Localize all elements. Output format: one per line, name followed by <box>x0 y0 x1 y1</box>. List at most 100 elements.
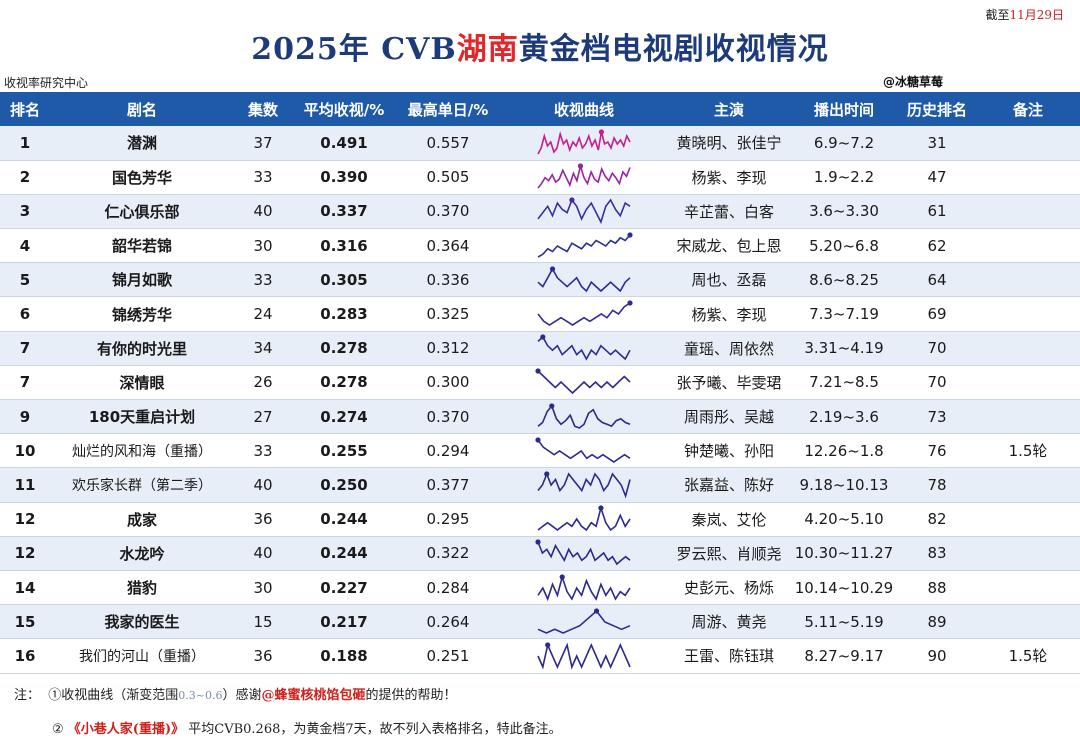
cell-history-rank: 82 <box>898 502 976 537</box>
cell-note <box>976 262 1080 298</box>
col-header-note: 备注 <box>976 92 1080 126</box>
cell-episodes: 15 <box>234 604 292 640</box>
cell-name: 潜渊 <box>50 126 234 161</box>
cell-curve <box>500 194 668 230</box>
cell-avg-rating: 0.278 <box>292 331 396 366</box>
cell-history-rank: 31 <box>898 126 976 161</box>
cell-cast: 王雷、陈钰琪 <box>668 638 790 674</box>
title-pre: 2025年 CVB <box>251 32 457 67</box>
sparkline-line <box>537 335 631 361</box>
cell-note <box>976 467 1080 503</box>
rating-sparkline <box>537 471 631 499</box>
cell-peak-rating: 0.251 <box>396 638 500 674</box>
sparkline-line <box>537 198 631 225</box>
rating-sparkline <box>537 334 631 361</box>
cell-history-rank: 69 <box>898 296 976 332</box>
col-header-history-rank: 历史排名 <box>898 92 976 126</box>
sparkline-line <box>537 573 631 601</box>
cell-rank: 7 <box>0 365 50 401</box>
cell-curve <box>500 262 668 298</box>
cell-avg-rating: 0.188 <box>292 638 396 674</box>
table-row: 7 有你的时光里 34 0.278 0.312 童瑶、周依然 3.31~4.19 70 <box>0 331 1080 366</box>
cell-cast: 周游、黄尧 <box>668 604 790 640</box>
cell-rank: 4 <box>0 228 50 264</box>
footnote-1-credit: @蜂蜜核桃馅包砸 <box>261 688 366 703</box>
sparkline-line <box>537 642 631 670</box>
footnote-2-title: 《小巷人家(重播)》 <box>67 722 185 737</box>
cell-peak-rating: 0.300 <box>396 365 500 401</box>
cell-curve <box>500 296 668 332</box>
sparkline-line <box>537 439 631 463</box>
sparkline-peak-point <box>577 163 584 169</box>
table-row: 12 水龙吟 40 0.244 0.322 罗云熙、肖顺尧 10.30~11.27 83 <box>0 536 1080 571</box>
cell-name: 韶华若锦 <box>50 228 234 264</box>
cell-peak-rating: 0.264 <box>396 604 500 640</box>
title-post: 黄金档电视剧收视情况 <box>518 32 829 67</box>
cell-curve <box>500 365 668 401</box>
footnote-1: 注： ①收视曲线（渐变范围0.3~0.6）感谢@蜂蜜核桃馅包砸的提供的帮助！ <box>14 684 457 703</box>
cell-avg-rating: 0.217 <box>292 604 396 640</box>
cell-rank: 2 <box>0 160 50 195</box>
cell-name: 锦绣芳华 <box>50 296 234 332</box>
cell-avg-rating: 0.244 <box>292 536 396 571</box>
footnote-2-b: 平均CVB0.268，为黄金档7天 <box>188 722 367 737</box>
rating-sparkline <box>535 437 631 463</box>
col-header-cast: 主演 <box>668 92 790 126</box>
cell-rank: 5 <box>0 262 50 298</box>
col-header-avg-rating: 平均收视/% <box>292 92 396 126</box>
cell-curve <box>500 228 668 264</box>
sparkline-line <box>537 542 631 566</box>
date-prefix: 截至 <box>985 8 1010 22</box>
cell-peak-rating: 0.295 <box>396 502 500 537</box>
sparkline-peak-point <box>569 197 575 204</box>
sparkline-peak-point <box>535 437 541 443</box>
cell-cast: 杨紫、李现 <box>668 160 790 195</box>
cell-episodes: 24 <box>234 296 292 332</box>
cell-period: 8.6~8.25 <box>790 262 898 298</box>
sparkline-line <box>537 471 631 499</box>
source-label: 收视率研究中心 <box>4 76 89 90</box>
cell-rank: 16 <box>0 638 50 674</box>
cell-cast: 宋威龙、包上恩 <box>668 228 790 264</box>
cell-avg-rating: 0.283 <box>292 296 396 332</box>
cell-note <box>976 399 1080 435</box>
table-row: 2 国色芳华 33 0.390 0.505 杨紫、李现 1.9~2.2 47 <box>0 160 1080 195</box>
ratings-table: 排名 剧名 集数 平均收视/% 最高单日/% 收视曲线 主演 播出时间 历史排名… <box>0 92 1080 674</box>
cell-avg-rating: 0.337 <box>292 194 396 230</box>
table-row: 7 深情眼 26 0.278 0.300 张予曦、毕雯珺 7.21~8.5 70 <box>0 365 1080 401</box>
cell-history-rank: 89 <box>898 604 976 640</box>
cell-period: 3.31~4.19 <box>790 331 898 366</box>
cell-note <box>976 604 1080 640</box>
sparkline-line <box>537 505 631 532</box>
sparkline-line <box>537 130 631 155</box>
cell-cast: 周雨彤、吴越 <box>668 399 790 435</box>
cell-curve <box>500 467 668 503</box>
sparkline-peak-point <box>593 608 600 614</box>
cell-episodes: 36 <box>234 502 292 537</box>
cell-avg-rating: 0.250 <box>292 467 396 503</box>
cell-period: 2.19~3.6 <box>790 399 898 435</box>
cell-name: 成家 <box>50 502 234 537</box>
cell-period: 12.26~1.8 <box>790 433 898 469</box>
table-header-row: 排名 剧名 集数 平均收视/% 最高单日/% 收视曲线 主演 播出时间 历史排名… <box>0 92 1080 126</box>
rating-sparkline <box>537 266 631 293</box>
col-header-period: 播出时间 <box>790 92 898 126</box>
cell-rank: 9 <box>0 399 50 435</box>
rating-sparkline <box>537 197 631 225</box>
cell-episodes: 37 <box>234 126 292 161</box>
cell-peak-rating: 0.364 <box>396 228 500 264</box>
sparkline-peak-point <box>535 539 541 545</box>
cell-cast: 罗云熙、肖顺尧 <box>668 536 790 571</box>
title-highlight: 湖南 <box>456 32 519 67</box>
cell-curve <box>500 160 668 195</box>
table-row: 10 灿烂的风和海（重播） 33 0.255 0.294 钟楚曦、孙阳 12.26~1.8 7… <box>0 433 1080 469</box>
sparkline-peak-point <box>627 300 633 306</box>
cell-name: 仁心俱乐部 <box>50 194 234 230</box>
sparkline-peak-point <box>544 471 550 477</box>
cell-history-rank: 70 <box>898 331 976 366</box>
cell-history-rank: 76 <box>898 433 976 469</box>
footnote-2: ② 《小巷人家(重播)》 平均CVB0.268，为黄金档7天，故不列入表格排名，… <box>52 718 562 737</box>
cell-episodes: 40 <box>234 536 292 571</box>
cell-cast: 张嘉益、陈好 <box>668 467 790 503</box>
cell-name: 有你的时光里 <box>50 331 234 366</box>
